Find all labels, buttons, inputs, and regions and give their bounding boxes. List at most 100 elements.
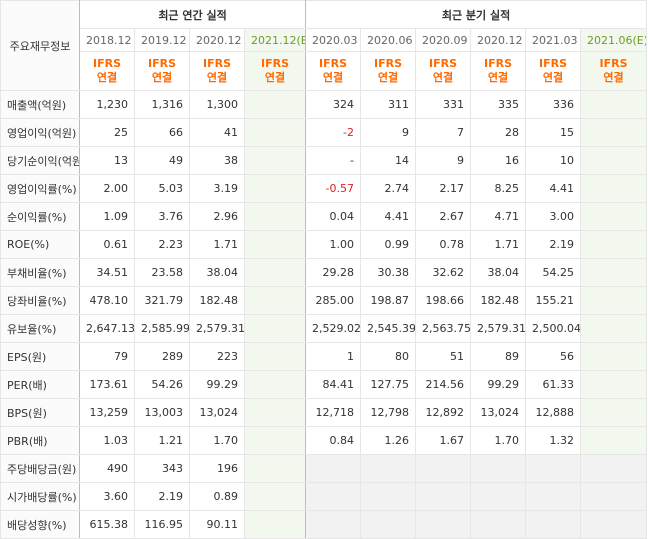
annual-value-cell: 3.76 <box>134 202 190 231</box>
table-row: 주당배당금(원) 490 343 196 <box>0 454 648 483</box>
table-row: 순이익률(%) 1.09 3.76 2.96 0.04 4.41 2.67 4.71 3.00 <box>0 202 648 231</box>
annual-value-cell <box>243 90 307 119</box>
quarter-value-cell: 2,563.75 <box>415 314 472 343</box>
annual-value-cell: 478.10 <box>79 286 135 315</box>
annual-value-cell <box>243 258 307 287</box>
ifrs-line2: 연결 <box>603 71 624 84</box>
annual-value-cell: 3.19 <box>189 174 245 203</box>
quarter-value-cell: 12,798 <box>360 398 417 427</box>
annual-value-cell: 321.79 <box>134 286 190 315</box>
quarter-value-cell: 12,718 <box>305 398 362 427</box>
annual-value-cell: 13,003 <box>134 398 190 427</box>
ifrs-line2: 연결 <box>432 71 454 84</box>
quarter-value-cell: 182.48 <box>470 286 527 315</box>
annual-value-cell: 343 <box>134 454 190 483</box>
quarter-value-cell <box>305 510 362 539</box>
quarter-value-cell <box>580 482 648 511</box>
quarter-value-cell: 0.99 <box>360 230 417 259</box>
row-label: 영업이익(억원) <box>0 118 80 147</box>
ifrs-basis-label: IFRS 연결 <box>470 51 527 91</box>
annual-value-cell: 38 <box>189 146 245 175</box>
annual-value-cell: 1,300 <box>189 90 245 119</box>
quarter-value-cell <box>580 314 648 343</box>
annual-value-cell: 3.60 <box>79 482 135 511</box>
table-row: 시가배당률(%) 3.60 2.19 0.89 <box>0 482 648 511</box>
annual-value-cell: 25 <box>79 118 135 147</box>
quarter-value-cell: 2,579.31 <box>470 314 527 343</box>
annual-value-cell: 38.04 <box>189 258 245 287</box>
quarter-value-cell: 14 <box>360 146 417 175</box>
quarter-value-cell: 12,888 <box>525 398 582 427</box>
ifrs-line1: IFRS <box>261 57 289 70</box>
annual-value-cell <box>243 202 307 231</box>
table-row: 영업이익률(%) 2.00 5.03 3.19 -0.57 2.74 2.17 8.25 4.4… <box>0 174 648 203</box>
annual-value-cell: 2.23 <box>134 230 190 259</box>
quarter-value-cell <box>580 90 648 119</box>
quarter-value-cell: 2.67 <box>415 202 472 231</box>
ifrs-line2: 연결 <box>542 71 564 84</box>
annual-value-cell: 1.70 <box>189 426 245 455</box>
table-row: 부채비율(%) 34.51 23.58 38.04 29.28 30.38 32.62 38.… <box>0 258 648 287</box>
quarter-value-cell: 28 <box>470 118 527 147</box>
ifrs-line1: IFRS <box>148 57 176 70</box>
quarter-value-cell <box>305 482 362 511</box>
quarter-value-cell: 331 <box>415 90 472 119</box>
ifrs-basis-label: IFRS 연결 <box>415 51 472 91</box>
ifrs-basis-label: IFRS 연결 <box>305 51 362 91</box>
quarter-value-cell: 0.78 <box>415 230 472 259</box>
quarter-value-cell <box>470 482 527 511</box>
quarter-period-header: 2020.09 <box>415 28 472 52</box>
annual-value-cell: 49 <box>134 146 190 175</box>
row-label: 배당성향(%) <box>0 510 80 539</box>
table-row: PER(배) 173.61 54.26 99.29 84.41 127.75 214.56 9… <box>0 370 648 399</box>
ifrs-basis-label: IFRS 연결 <box>580 51 648 91</box>
quarter-value-cell: 2.19 <box>525 230 582 259</box>
table-row: ROE(%) 0.61 2.23 1.71 1.00 0.99 0.78 1.71 2.19 <box>0 230 648 259</box>
corner-label: 주요재무정보 <box>0 0 80 91</box>
annual-value-cell: 1,230 <box>79 90 135 119</box>
quarter-value-cell: 12,892 <box>415 398 472 427</box>
table-row: 매출액(억원) 1,230 1,316 1,300 324 311 331 335 336 <box>0 90 648 119</box>
ifrs-line2: 연결 <box>151 71 173 84</box>
quarter-value-cell <box>580 174 648 203</box>
annual-period-header: 2021.12(E) <box>243 28 307 52</box>
quarter-period-header: 2020.03 <box>305 28 362 52</box>
quarter-value-cell: 54.25 <box>525 258 582 287</box>
quarter-value-cell: - <box>305 146 362 175</box>
quarter-value-cell <box>580 258 648 287</box>
quarter-value-cell <box>580 398 648 427</box>
row-label: 순이익률(%) <box>0 202 80 231</box>
annual-value-cell: 1.09 <box>79 202 135 231</box>
quarter-value-cell: 2,529.02 <box>305 314 362 343</box>
quarter-value-cell: 1.70 <box>470 426 527 455</box>
annual-value-cell: 173.61 <box>79 370 135 399</box>
quarter-value-cell <box>360 510 417 539</box>
annual-value-cell: 2,585.99 <box>134 314 190 343</box>
quarter-value-cell: 9 <box>415 146 472 175</box>
quarter-value-cell: 38.04 <box>470 258 527 287</box>
row-label: 시가배당률(%) <box>0 482 80 511</box>
quarter-value-cell: 8.25 <box>470 174 527 203</box>
quarter-group-title: 최근 분기 실적 <box>305 0 648 29</box>
ifrs-basis-label: IFRS 연결 <box>525 51 582 91</box>
quarter-value-cell: 4.41 <box>525 174 582 203</box>
annual-value-cell: 1.03 <box>79 426 135 455</box>
quarter-value-cell: 1.26 <box>360 426 417 455</box>
quarter-value-cell: 1 <box>305 342 362 371</box>
quarter-value-cell: 2,545.39 <box>360 314 417 343</box>
quarter-value-cell: 15 <box>525 118 582 147</box>
quarter-period-header: 2021.06(E) <box>580 28 648 52</box>
quarter-value-cell: 51 <box>415 342 472 371</box>
row-label: 유보율(%) <box>0 314 80 343</box>
row-label: PER(배) <box>0 370 80 399</box>
quarter-value-cell: 127.75 <box>360 370 417 399</box>
quarter-value-cell: 32.62 <box>415 258 472 287</box>
quarter-value-cell: 0.84 <box>305 426 362 455</box>
quarter-value-cell: 10 <box>525 146 582 175</box>
row-label: 주당배당금(원) <box>0 454 80 483</box>
table-row: 당기순이익(억원) 13 49 38 -14 9 16 10 <box>0 146 648 175</box>
quarter-value-cell <box>415 510 472 539</box>
ifrs-line2: 연결 <box>96 71 118 84</box>
annual-value-cell: 182.48 <box>189 286 245 315</box>
